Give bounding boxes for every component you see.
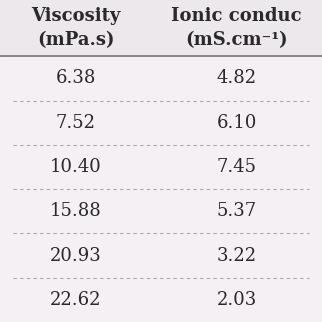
Text: 22.62: 22.62 xyxy=(50,291,101,309)
Text: 10.40: 10.40 xyxy=(50,158,101,176)
Text: 3.22: 3.22 xyxy=(217,247,257,265)
Text: 5.37: 5.37 xyxy=(217,202,257,220)
Text: 6.38: 6.38 xyxy=(55,70,96,88)
Text: 2.03: 2.03 xyxy=(216,291,257,309)
Text: Ionic conduc
(mS.cm⁻¹): Ionic conduc (mS.cm⁻¹) xyxy=(171,7,302,49)
Text: 20.93: 20.93 xyxy=(50,247,101,265)
Text: 7.45: 7.45 xyxy=(217,158,257,176)
Bar xyxy=(0,0,322,56)
Text: 7.52: 7.52 xyxy=(56,114,96,132)
Text: Viscosity
(mPa.s): Viscosity (mPa.s) xyxy=(31,7,120,49)
Text: 4.82: 4.82 xyxy=(217,70,257,88)
Text: 15.88: 15.88 xyxy=(50,202,101,220)
Text: 6.10: 6.10 xyxy=(216,114,257,132)
